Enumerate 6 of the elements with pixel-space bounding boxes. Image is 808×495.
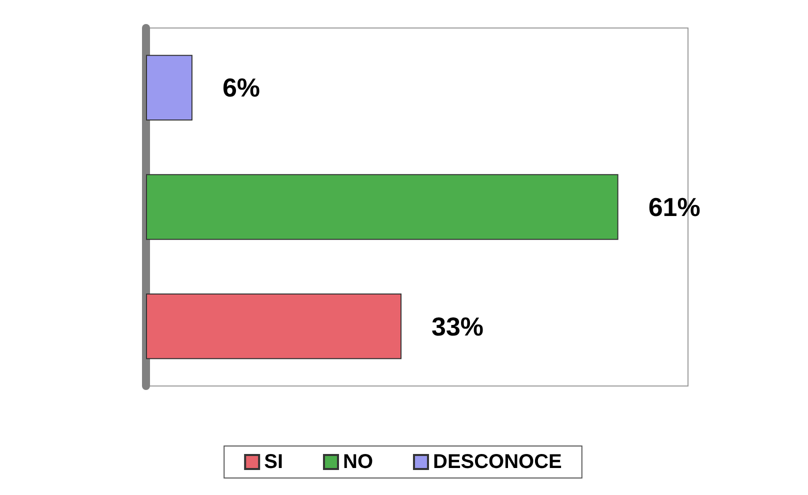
data-label: 33%: [432, 311, 484, 342]
data-label: 6%: [222, 72, 260, 103]
legend-label: NO: [342, 451, 373, 473]
legend-label: DESCONOCE: [432, 451, 562, 473]
data-label: 61%: [648, 192, 700, 222]
legend-label: SI: [264, 451, 284, 473]
